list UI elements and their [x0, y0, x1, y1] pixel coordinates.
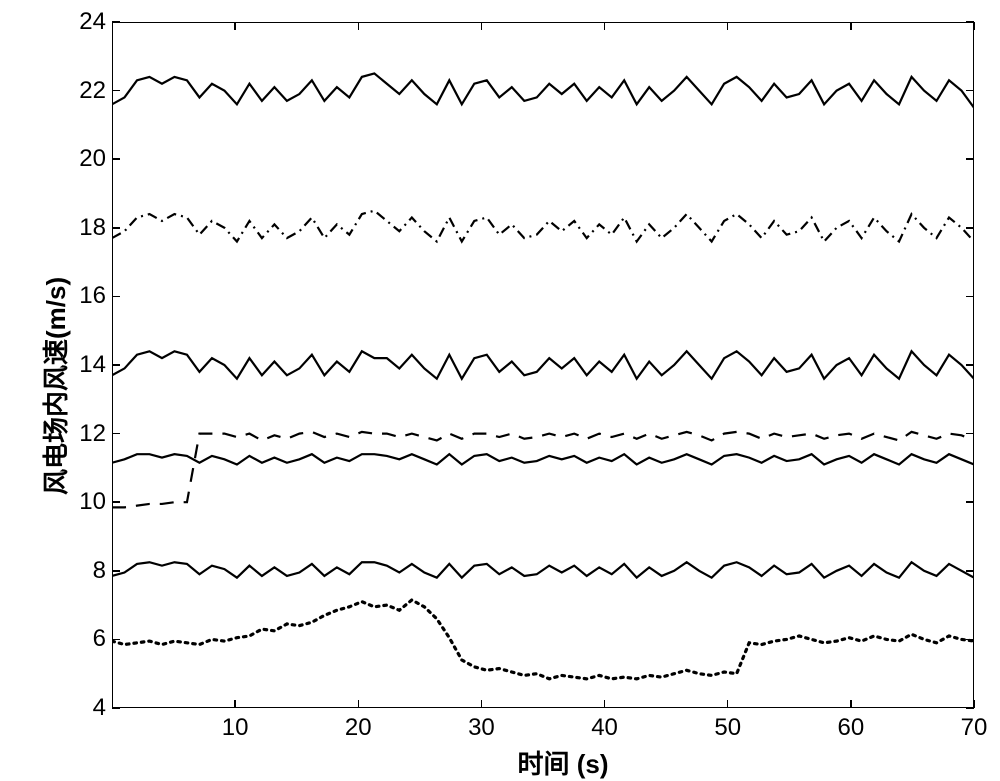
series-s12_step: [112, 432, 974, 507]
series-s8: [112, 562, 974, 577]
plot-svg: [0, 0, 1000, 778]
series-s14: [112, 351, 974, 378]
series-s6_dotted: [112, 600, 974, 679]
series-s11: [112, 454, 974, 464]
windspeed-chart: 102030405060704681012141618202224时间 (s)风…: [0, 0, 1000, 778]
series-s22: [112, 73, 974, 107]
series-s18: [112, 211, 974, 242]
